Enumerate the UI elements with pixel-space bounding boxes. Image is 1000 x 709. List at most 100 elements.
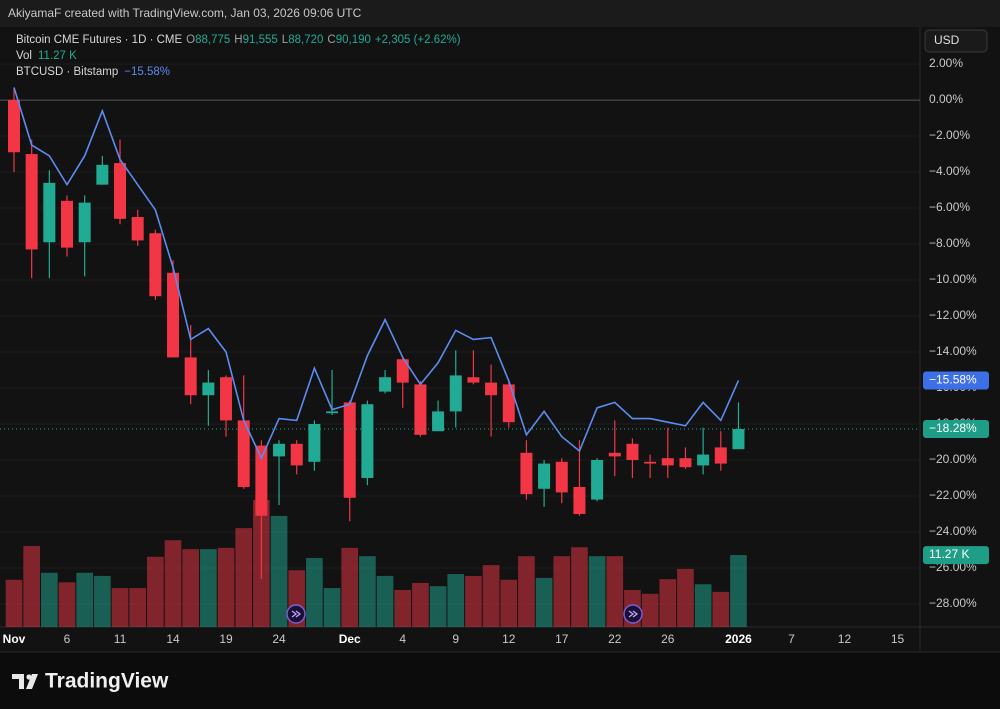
legend-change: +2,305 (+2.62%): [375, 34, 461, 46]
candle-body: [255, 445, 268, 516]
legend-ohlc-value: 90,190: [336, 34, 371, 46]
footer: [0, 653, 1000, 709]
currency-button[interactable]: [924, 29, 988, 53]
legend-ohlc-key: H: [234, 34, 242, 46]
candle-body: [149, 233, 162, 297]
volume-bar: [535, 577, 553, 627]
candle-body: [732, 429, 745, 450]
volume-bar: [447, 574, 465, 627]
x-tick-label: 2026: [725, 632, 752, 646]
candle-body: [290, 443, 303, 466]
volume-bar: [359, 556, 376, 627]
candle-body: [202, 382, 215, 396]
x-tick-label: 7: [788, 632, 795, 646]
volume-bar: [341, 547, 359, 627]
legend-line: BTCUSD · Bitstamp −15.58%: [16, 66, 170, 78]
y-tick-label: −2.00%: [929, 128, 970, 142]
volume-bar: [235, 528, 253, 627]
volume-bar: [571, 547, 588, 627]
candle-body: [96, 164, 109, 185]
volume-bar: [129, 588, 147, 627]
candle-body: [43, 182, 56, 243]
close-badge: −18.28%: [929, 421, 977, 435]
candle-body: [167, 272, 180, 358]
volume-bar: [164, 540, 182, 627]
event-marker[interactable]: [623, 604, 643, 624]
volume-bar: [58, 582, 76, 627]
x-tick-label: 15: [891, 632, 905, 646]
event-marker[interactable]: [286, 604, 306, 624]
volume-bar: [500, 579, 518, 627]
candle-body: [184, 357, 197, 396]
brand-logo[interactable]: TradingView: [12, 670, 169, 693]
candle-body: [573, 486, 586, 514]
volume-bar: [394, 589, 412, 627]
legend-ohlc-value: 91,555: [243, 34, 278, 46]
brand-name[interactable]: TradingView: [45, 670, 169, 693]
candle-body: [343, 402, 356, 498]
candle-body: [379, 377, 392, 392]
candle-body: [220, 377, 233, 421]
volume-bar: [429, 586, 447, 627]
volume-bar: [23, 545, 41, 627]
legend-line: Vol 11.27 K: [16, 50, 77, 62]
volume-badge-bg: [923, 546, 989, 565]
candle-body: [273, 443, 286, 457]
candle-body: [396, 359, 409, 383]
candle-body: [697, 454, 710, 466]
compare-line: [13, 87, 740, 461]
logo-mark: [12, 674, 38, 689]
y-tick-label: −4.00%: [929, 164, 970, 178]
volume-bar: [376, 575, 394, 627]
compare-badge: −15.58%: [929, 373, 977, 387]
volume-bar: [76, 572, 94, 627]
event-glyph: [291, 610, 302, 618]
close-badge-bg: [923, 420, 989, 439]
x-tick-label: Nov: [3, 632, 26, 646]
legend-ohlc-value: 88,775: [195, 34, 230, 46]
candle-body: [608, 452, 621, 457]
legend-ohlc-value: 88,720: [288, 34, 323, 46]
y-tick-label: 2.00%: [929, 56, 963, 70]
compare-badge-bg: [923, 371, 989, 390]
x-tick-label: 4: [399, 632, 406, 646]
y-tick-label: −6.00%: [929, 200, 970, 214]
y-tick-label: −22.00%: [929, 488, 977, 502]
y-tick-label: −24.00%: [929, 524, 977, 538]
x-tick-label: 11: [114, 632, 127, 646]
volume-bar: [182, 549, 200, 627]
volume-bar: [412, 582, 429, 627]
candle-body: [485, 382, 498, 396]
y-tick-label: −8.00%: [929, 236, 970, 250]
y-tick-label: −20.00%: [929, 452, 977, 466]
volume-bar: [518, 556, 535, 627]
candle-body: [361, 404, 374, 478]
x-tick-label: 22: [608, 632, 622, 646]
legend-compare-value: −15.58%: [124, 66, 170, 78]
legend-ohlc-key: C: [327, 34, 335, 46]
volume-bar: [270, 515, 288, 627]
x-tick-label: 17: [555, 632, 569, 646]
volume-bar: [41, 572, 58, 627]
y-tick-label: −10.00%: [929, 272, 977, 286]
candle-body: [714, 447, 727, 464]
legend-ohlc-key: L: [282, 34, 289, 46]
axis-layer: 2.00% 0.00% −2.00% −4.00% −6.00% −8.00% −10.00…: [3, 56, 989, 646]
x-tick-label: 24: [272, 632, 286, 646]
candle-body: [449, 375, 462, 412]
candle-body: [414, 384, 427, 435]
candle-body: [679, 458, 692, 468]
y-tick-label: −14.00%: [929, 344, 977, 358]
candle-body: [432, 411, 445, 432]
volume-bar: [147, 556, 164, 627]
currency-label[interactable]: USD: [934, 33, 960, 47]
volume-bar: [553, 556, 571, 627]
legend-volume-name: Vol: [16, 50, 32, 62]
volume-bar: [641, 593, 659, 627]
candle-body: [661, 458, 674, 466]
candle-body: [520, 452, 533, 495]
volume-bar: [94, 575, 111, 627]
candle-body: [326, 411, 339, 414]
volume-bar: [659, 579, 677, 627]
